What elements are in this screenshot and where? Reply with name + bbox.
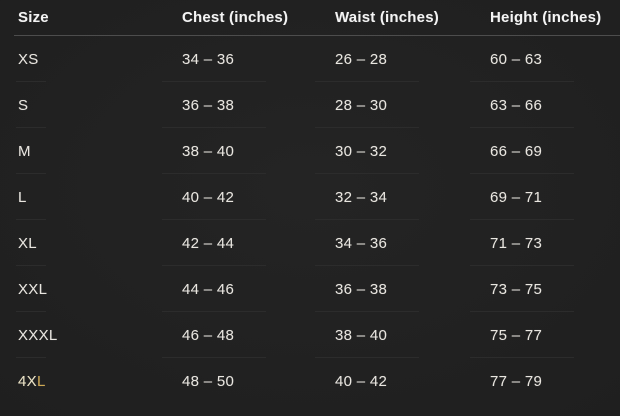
table-row: S 36 – 38 28 – 30 63 – 66 xyxy=(14,82,620,128)
waist-cell: 36 – 38 xyxy=(315,266,490,312)
size-cell: S xyxy=(14,82,182,128)
chest-cell: 48 – 50 xyxy=(182,372,235,390)
waist-cell: 34 – 36 xyxy=(315,220,490,266)
waist-cell: 26 – 28 xyxy=(315,36,490,82)
chest-cell: 40 – 42 xyxy=(162,174,335,220)
column-header-height: Height (inches) xyxy=(490,9,602,26)
column-header-waist: Waist (inches) xyxy=(335,9,439,26)
size-cell: 4X L xyxy=(14,358,182,404)
waist-cell: 32 – 34 xyxy=(315,174,490,220)
chest-cell: 44 – 46 xyxy=(162,266,335,312)
table-row: XL 42 – 44 34 – 36 71 – 73 xyxy=(14,220,620,266)
table-row: XXL 44 – 46 36 – 38 73 – 75 xyxy=(14,266,620,312)
table-row: L 40 – 42 32 – 34 69 – 71 xyxy=(14,174,620,220)
chest-cell: 38 – 40 xyxy=(162,128,335,174)
table-row: XXXL 46 – 48 38 – 40 75 – 77 xyxy=(14,312,620,358)
waist-cell: 38 – 40 xyxy=(315,312,490,358)
waist-cell: 28 – 30 xyxy=(315,82,490,128)
chest-cell: 34 – 36 xyxy=(162,36,335,82)
waist-cell: 30 – 32 xyxy=(315,128,490,174)
size-cell: XXXL xyxy=(14,312,182,358)
chest-cell: 46 – 48 xyxy=(162,312,335,358)
table-row: 4X L 48 – 50 40 – 42 77 – 79 xyxy=(14,358,620,404)
size-cell: XS xyxy=(14,36,182,82)
size-cell: XXL xyxy=(14,266,182,312)
table-header-row: Size Chest (inches) Waist (inches) Heigh… xyxy=(14,0,620,36)
table-body: XS 34 – 36 26 – 28 60 – 63 S 36 – 38 28 … xyxy=(14,36,620,404)
waist-cell: 40 – 42 xyxy=(335,372,388,390)
size-cell: L xyxy=(14,174,182,220)
size-label-part: L xyxy=(36,372,46,390)
column-header-chest: Chest (inches) xyxy=(182,9,289,26)
height-cell: 73 – 75 xyxy=(470,266,620,312)
height-cell: 69 – 71 xyxy=(470,174,620,220)
chest-cell: 42 – 44 xyxy=(162,220,335,266)
chest-cell: 36 – 38 xyxy=(162,82,335,128)
table-row: XS 34 – 36 26 – 28 60 – 63 xyxy=(14,36,620,82)
height-cell: 60 – 63 xyxy=(470,36,620,82)
size-label-part: 4X xyxy=(18,372,37,390)
column-header-size: Size xyxy=(18,9,49,26)
size-cell: XL xyxy=(14,220,182,266)
height-cell: 63 – 66 xyxy=(470,82,620,128)
height-cell: 71 – 73 xyxy=(470,220,620,266)
height-cell: 75 – 77 xyxy=(470,312,620,358)
size-cell: M xyxy=(14,128,182,174)
height-cell: 66 – 69 xyxy=(470,128,620,174)
table-row: M 38 – 40 30 – 32 66 – 69 xyxy=(14,128,620,174)
height-cell: 77 – 79 xyxy=(490,372,543,390)
